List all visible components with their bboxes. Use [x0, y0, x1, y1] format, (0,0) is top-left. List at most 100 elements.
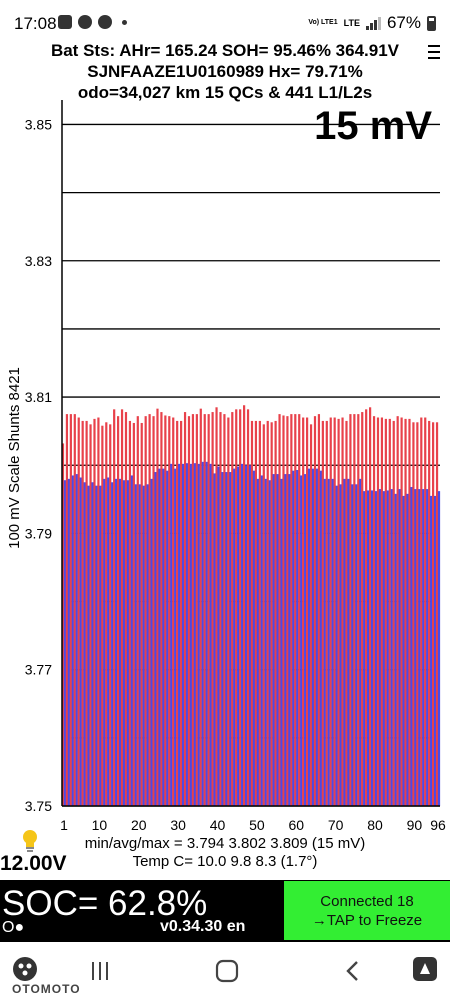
- bar-blue: [268, 480, 271, 806]
- notification-icons: [58, 15, 127, 29]
- network-type: LTE: [343, 18, 360, 28]
- bar-blue: [209, 463, 212, 806]
- clock: 17:08: [14, 14, 57, 33]
- scale-label: 15 mV: [314, 104, 432, 148]
- x-tick-label: 50: [249, 817, 265, 833]
- bar-blue: [71, 475, 74, 806]
- bar-red: [416, 422, 419, 806]
- bar-blue: [382, 491, 385, 806]
- bar-red: [333, 417, 336, 806]
- connect-freeze-button[interactable]: Connected 18 →TAP to Freeze: [284, 881, 450, 940]
- back-icon[interactable]: [343, 959, 363, 983]
- x-tick-label: 40: [210, 817, 226, 833]
- temperature: Temp C= 10.0 9.8 8.3 (1.7°): [132, 853, 318, 870]
- bar-blue: [418, 489, 421, 806]
- x-tick-label: 70: [328, 817, 344, 833]
- app-logo-icon[interactable]: [12, 956, 38, 982]
- bar-red: [258, 420, 261, 806]
- bar-blue: [122, 480, 126, 806]
- bar-blue: [315, 468, 319, 806]
- bar-blue: [363, 491, 366, 806]
- status-bar: 17:08 Vo) LTE1 LTE 67%: [0, 0, 450, 40]
- more-notifications-dot: [122, 19, 127, 25]
- bar-blue: [292, 470, 295, 806]
- bar-blue: [414, 489, 417, 806]
- bar-red: [400, 417, 403, 806]
- bar-blue: [205, 461, 208, 806]
- bar-red: [408, 418, 411, 806]
- bar-red: [101, 425, 104, 806]
- bar-blue: [178, 463, 181, 806]
- bar-blue: [248, 465, 252, 806]
- cell-voltage-chart[interactable]: 3.85 3.83 3.81 3.79 3.77 3.75 100 mV Scale Shu…: [0, 100, 450, 835]
- bar-red: [105, 422, 108, 806]
- bar-red: [132, 422, 135, 806]
- bar-red: [302, 417, 305, 806]
- bar-red: [140, 422, 143, 806]
- bar-blue: [272, 474, 275, 806]
- y-axis-title: 100 mV Scale Shunts 8421: [6, 367, 23, 549]
- bar-blue: [233, 468, 236, 806]
- bar-red: [172, 417, 175, 806]
- bar-blue: [170, 463, 173, 806]
- bar-red: [128, 420, 132, 806]
- bar-blue: [288, 474, 291, 806]
- bar-red: [124, 412, 128, 806]
- version-label: v0.34.30 en: [160, 918, 246, 935]
- menu-icon[interactable]: [428, 45, 440, 59]
- bar-blue: [307, 468, 311, 806]
- bar-blue: [162, 468, 165, 806]
- bar-red: [266, 420, 269, 806]
- bar-blue: [256, 478, 259, 806]
- bar-red: [380, 417, 384, 806]
- bar-blue: [95, 485, 98, 806]
- volte-indicator: Vo) LTE1: [308, 19, 338, 26]
- bar-blue: [146, 484, 149, 806]
- bar-blue: [367, 490, 370, 806]
- bar-blue: [343, 478, 346, 806]
- minus-circle-icon: [78, 15, 92, 29]
- bar-blue: [378, 489, 382, 806]
- bar-blue: [150, 478, 153, 806]
- bar-red: [353, 414, 356, 806]
- bar-blue: [67, 478, 70, 806]
- watermark: OTOMOTO: [12, 982, 81, 996]
- bar-red: [239, 409, 242, 806]
- bar-blue: [433, 495, 437, 806]
- bar-blue: [99, 485, 102, 806]
- bar-red: [376, 417, 380, 806]
- stats-block: min/avg/max = 3.794 3.802 3.809 (15 mV) …: [0, 835, 450, 871]
- bar-blue: [300, 475, 303, 806]
- bar-red: [215, 407, 218, 806]
- y-tick-label: 3.83: [25, 253, 52, 269]
- bar-red: [85, 420, 88, 806]
- bar-blue: [359, 478, 362, 806]
- bar-blue: [111, 482, 114, 806]
- bar-red: [435, 422, 439, 806]
- bar-red: [203, 414, 206, 806]
- bar-blue: [181, 463, 185, 806]
- bar-blue: [374, 491, 378, 806]
- bar-blue: [422, 489, 425, 806]
- bar-blue: [185, 463, 189, 806]
- bar-blue: [264, 478, 267, 806]
- bar-red: [428, 420, 431, 806]
- x-tick-label: 90: [407, 817, 423, 833]
- bar-red: [254, 420, 258, 806]
- bar-red: [183, 412, 187, 806]
- lightbulb-icon[interactable]: [20, 828, 40, 854]
- bar-red: [412, 422, 415, 806]
- screenshot-icon[interactable]: [412, 956, 438, 982]
- bar-blue: [335, 485, 338, 806]
- bar-blue: [398, 489, 401, 806]
- bar-blue: [410, 487, 413, 806]
- bar-blue: [217, 466, 220, 806]
- bar-red: [357, 414, 360, 806]
- home-icon[interactable]: [215, 959, 239, 983]
- bar-red: [93, 418, 96, 806]
- bar-blue: [142, 485, 145, 806]
- bar-blue: [130, 475, 133, 806]
- bar-blue: [197, 463, 200, 806]
- recent-apps-icon[interactable]: [90, 960, 110, 982]
- bar-red: [117, 416, 120, 806]
